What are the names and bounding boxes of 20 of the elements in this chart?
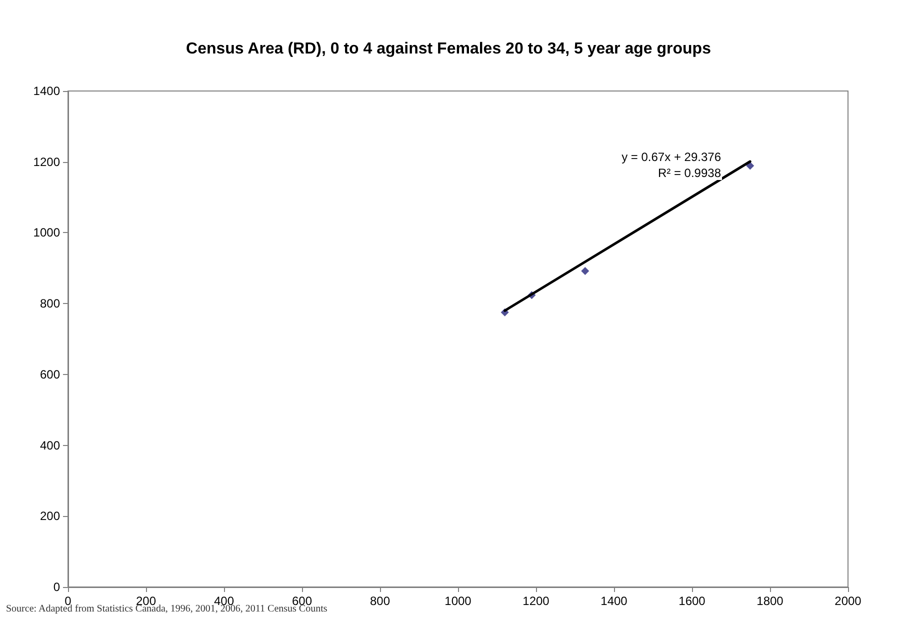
y-tick-label: 600 (40, 367, 60, 382)
y-tick-label: 1000 (33, 226, 60, 240)
point (581, 266, 590, 275)
y-tick-label: 1400 (33, 84, 60, 98)
y-tick-label: 200 (40, 509, 60, 524)
annotation: R² = 0.9938 (658, 166, 722, 180)
x-tick-label: 1000 (444, 594, 472, 608)
x-tick-label: 1200 (522, 594, 550, 608)
x-tick-label: 2000 (834, 594, 862, 608)
y-tick-label: 0 (53, 580, 60, 594)
x-tick-label: 1800 (756, 594, 784, 608)
point (746, 162, 754, 170)
x-tick-label: 800 (370, 594, 390, 608)
y-tick-label: 800 (40, 296, 60, 311)
x-tick-label: 1400 (600, 594, 628, 608)
x-tick-label: 1600 (678, 594, 706, 608)
y-tick-label: 400 (40, 438, 60, 452)
chart-title: Census Area (RD), 0 to 4 against Females 20 to 34, 5 year age groups (186, 40, 712, 58)
annotation: y = 0.67x + 29.376 (622, 150, 722, 164)
y-tick-label: 1200 (33, 154, 60, 169)
